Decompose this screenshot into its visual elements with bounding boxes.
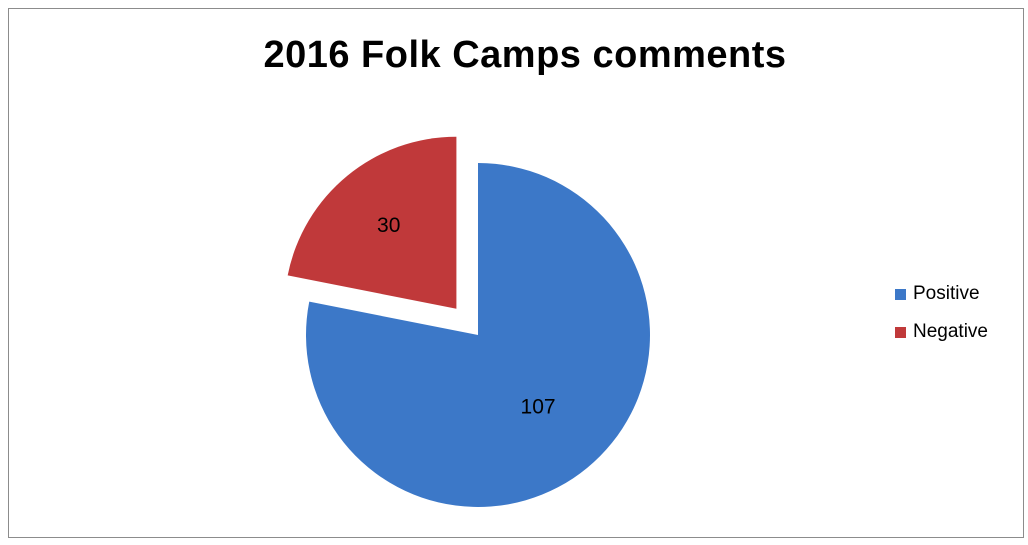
legend-label-positive: Positive [913, 283, 980, 304]
data-label-negative: 30 [377, 214, 400, 237]
legend-swatch-positive [895, 288, 906, 300]
pie-slice-positive [305, 163, 650, 508]
data-label-positive: 107 [521, 396, 556, 419]
legend-swatch-negative [895, 326, 906, 338]
chart-title: 2016 Folk Camps comments [263, 34, 787, 76]
legend: Positive Negative [895, 282, 1020, 358]
pie-slice-negative [287, 136, 457, 309]
legend-label-negative: Negative [913, 321, 988, 342]
legend-item-positive: Positive [895, 282, 1020, 306]
legend-item-negative: Negative [895, 320, 1020, 344]
